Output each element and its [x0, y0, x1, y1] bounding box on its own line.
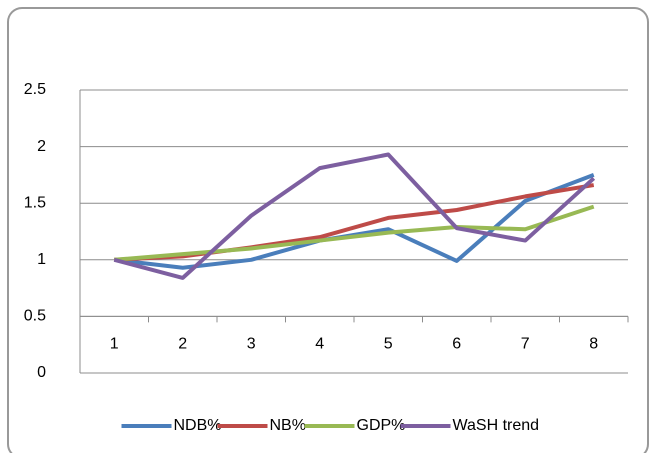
x-tick-label: 8 [589, 336, 598, 353]
y-tick-label: 2.5 [24, 81, 46, 98]
y-tick-label: 0.5 [24, 308, 46, 325]
legend-label: WaSH trend [453, 417, 540, 434]
series-line [113, 152, 596, 280]
y-tick-label: 1 [37, 251, 46, 268]
y-tick-label: 2 [37, 138, 46, 155]
x-tick-label: 7 [521, 336, 530, 353]
x-tick-label: 2 [178, 336, 187, 353]
x-tick-label: 1 [110, 336, 119, 353]
series-line [114, 204, 595, 262]
x-tick-label: 6 [452, 336, 461, 353]
legend-label: GDP% [357, 417, 406, 434]
y-tick-label: 0 [37, 364, 46, 381]
x-tick-label: 4 [315, 336, 324, 353]
x-tick-label: 3 [247, 336, 256, 353]
y-tick-label: 1.5 [24, 194, 46, 211]
chart-frame [7, 7, 649, 453]
legend-label: NDB% [174, 417, 222, 434]
x-tick-label: 5 [384, 336, 393, 353]
legend-label: NB% [270, 417, 306, 434]
